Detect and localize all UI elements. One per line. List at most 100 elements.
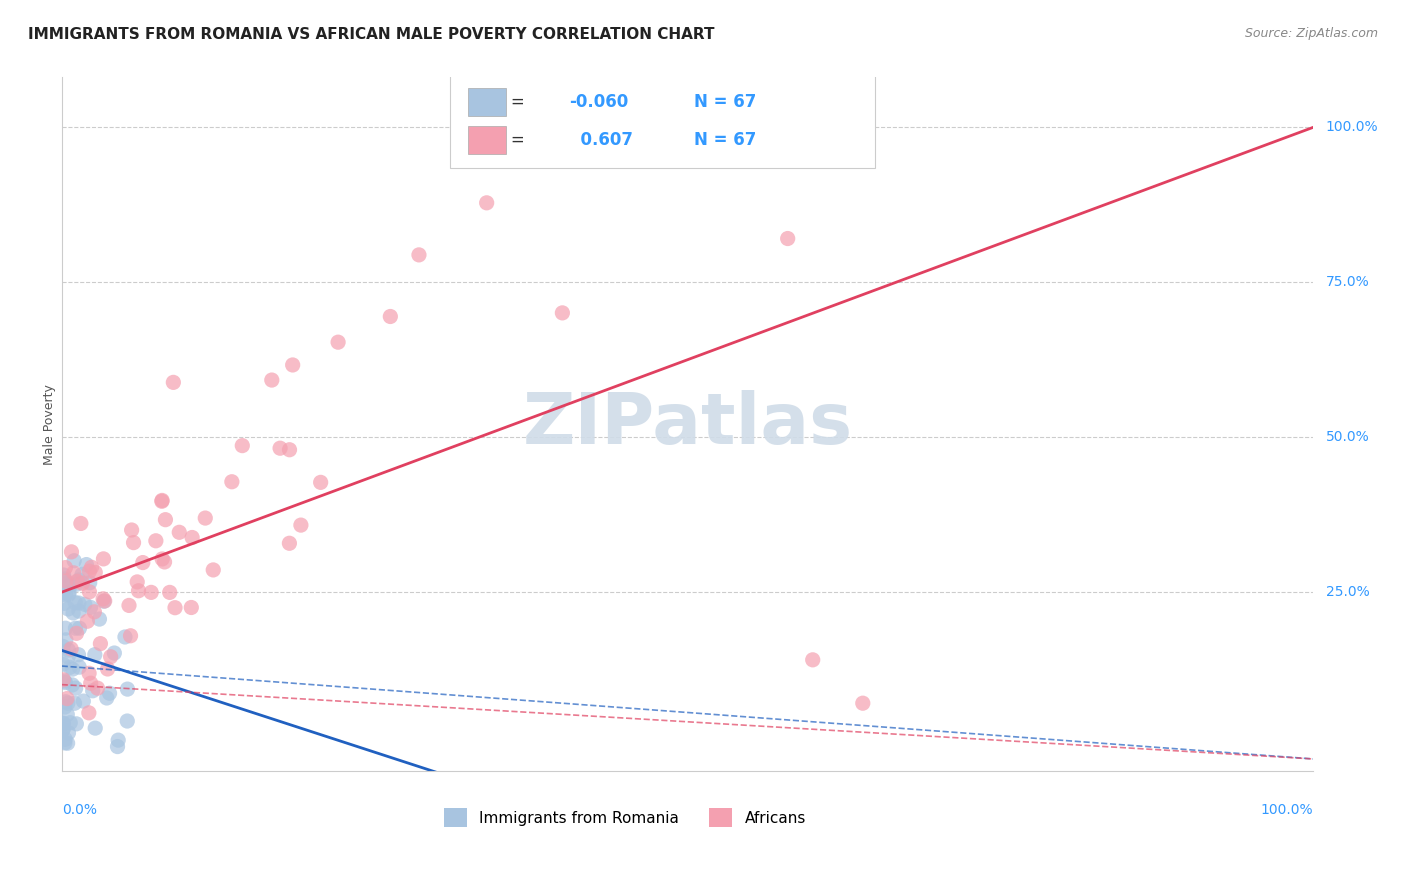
Immigrants from Romania: [55, 675, 77, 690]
Immigrants from Romania: [117, 682, 139, 697]
Africans: [72, 576, 94, 591]
Immigrants from Romania: [56, 649, 79, 664]
Immigrants from Romania: [58, 643, 80, 657]
Africans: [269, 441, 291, 455]
Immigrants from Romania: [63, 554, 86, 568]
Immigrants from Romania: [58, 587, 80, 601]
Immigrants from Romania: [56, 602, 79, 616]
Immigrants from Romania: [56, 736, 79, 750]
Immigrants from Romania: [79, 575, 101, 590]
Immigrants from Romania: [67, 660, 90, 674]
Immigrants from Romania: [63, 696, 86, 710]
Africans: [118, 599, 141, 613]
Immigrants from Romania: [59, 578, 82, 592]
Immigrants from Romania: [53, 732, 76, 747]
Text: 100.0%: 100.0%: [1261, 803, 1313, 816]
Africans: [150, 494, 173, 508]
Text: 50.0%: 50.0%: [1326, 430, 1369, 444]
Text: N = 67: N = 67: [693, 93, 756, 111]
Africans: [84, 566, 107, 580]
Africans: [79, 585, 101, 599]
Immigrants from Romania: [82, 683, 104, 698]
Africans: [93, 594, 115, 608]
Africans: [260, 373, 283, 387]
Immigrants from Romania: [65, 681, 87, 696]
FancyBboxPatch shape: [450, 70, 876, 168]
Africans: [89, 637, 111, 651]
Immigrants from Romania: [58, 585, 80, 599]
Africans: [181, 531, 204, 545]
Immigrants from Romania: [55, 621, 77, 635]
Immigrants from Romania: [53, 674, 76, 689]
Immigrants from Romania: [89, 612, 111, 626]
Africans: [66, 574, 89, 589]
Text: 0.607: 0.607: [568, 131, 633, 149]
Africans: [121, 523, 143, 537]
Immigrants from Romania: [59, 715, 82, 730]
Africans: [83, 605, 105, 619]
Legend: Immigrants from Romania, Africans: Immigrants from Romania, Africans: [437, 802, 813, 833]
Africans: [77, 666, 100, 681]
Africans: [278, 442, 301, 457]
Immigrants from Romania: [53, 596, 76, 610]
Africans: [326, 335, 349, 350]
Immigrants from Romania: [52, 723, 75, 737]
Immigrants from Romania: [96, 690, 118, 705]
Text: ZIPatlas: ZIPatlas: [523, 390, 852, 458]
Immigrants from Romania: [53, 736, 76, 750]
Text: 25.0%: 25.0%: [1326, 584, 1369, 599]
Africans: [55, 560, 77, 574]
Immigrants from Romania: [65, 577, 87, 591]
Text: 0.0%: 0.0%: [62, 803, 97, 816]
Immigrants from Romania: [58, 726, 80, 740]
Immigrants from Romania: [59, 660, 82, 674]
Immigrants from Romania: [69, 621, 91, 635]
Africans: [70, 516, 93, 531]
Immigrants from Romania: [65, 621, 87, 635]
Text: 75.0%: 75.0%: [1326, 275, 1369, 289]
Y-axis label: Male Poverty: Male Poverty: [44, 384, 56, 465]
Immigrants from Romania: [93, 594, 115, 608]
Immigrants from Romania: [67, 573, 90, 587]
Africans: [60, 641, 83, 656]
Africans: [309, 475, 332, 490]
Immigrants from Romania: [79, 600, 101, 615]
Africans: [60, 545, 83, 559]
Immigrants from Romania: [98, 686, 121, 700]
Africans: [380, 310, 402, 324]
Africans: [221, 475, 243, 489]
Africans: [194, 511, 217, 525]
Immigrants from Romania: [53, 572, 76, 586]
Africans: [852, 696, 875, 710]
Immigrants from Romania: [52, 716, 75, 731]
Africans: [162, 376, 184, 390]
Text: R =: R =: [494, 131, 530, 149]
Immigrants from Romania: [55, 695, 77, 709]
Africans: [132, 556, 155, 570]
Africans: [120, 629, 142, 643]
Text: IMMIGRANTS FROM ROMANIA VS AFRICAN MALE POVERTY CORRELATION CHART: IMMIGRANTS FROM ROMANIA VS AFRICAN MALE …: [28, 27, 714, 42]
Immigrants from Romania: [72, 694, 94, 708]
Immigrants from Romania: [60, 678, 83, 692]
FancyBboxPatch shape: [468, 126, 506, 153]
Africans: [153, 555, 176, 569]
Immigrants from Romania: [65, 716, 87, 731]
Immigrants from Romania: [62, 662, 84, 676]
Africans: [77, 706, 100, 720]
Africans: [155, 513, 177, 527]
Africans: [80, 676, 103, 690]
Immigrants from Romania: [56, 707, 79, 722]
Immigrants from Romania: [53, 700, 76, 714]
Africans: [180, 600, 202, 615]
Africans: [202, 563, 225, 577]
Africans: [231, 439, 253, 453]
Africans: [475, 195, 498, 210]
Africans: [290, 518, 312, 533]
Immigrants from Romania: [55, 588, 77, 602]
Immigrants from Romania: [62, 606, 84, 620]
Africans: [127, 574, 149, 589]
Africans: [93, 552, 115, 566]
Africans: [141, 585, 163, 599]
Immigrants from Romania: [55, 576, 77, 591]
Immigrants from Romania: [67, 604, 90, 618]
